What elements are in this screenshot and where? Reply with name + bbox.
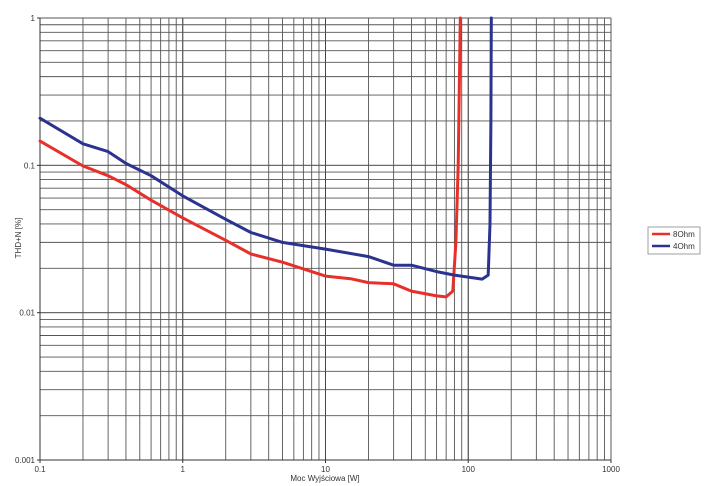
legend-label-4ohm: 4Ohm	[673, 242, 695, 251]
axes	[37, 17, 612, 463]
grid-lines	[39, 17, 612, 461]
y-tick-label: 0.001	[15, 456, 36, 465]
series-line-8ohm	[38, 16, 462, 299]
legend: 8Ohm 4Ohm	[647, 226, 701, 255]
tick-labels: 0.1 1 10 100 1000 0.001 0.01 0.1 1	[15, 14, 620, 474]
x-tick-label: 1	[181, 465, 186, 474]
data-series	[38, 16, 493, 299]
legend-label-8ohm: 8Ohm	[673, 230, 695, 239]
y-tick-label: 0.1	[24, 161, 36, 170]
y-tick-label: 0.01	[19, 309, 35, 318]
legend-box	[647, 226, 701, 255]
x-tick-label: 10	[321, 465, 330, 474]
x-axis-title: Moc Wyjściowa [W]	[290, 474, 359, 483]
x-tick-label: 100	[462, 465, 476, 474]
series-line-4ohm	[38, 16, 493, 281]
x-tick-label: 1000	[602, 465, 620, 474]
y-tick-label: 1	[31, 14, 36, 23]
y-axis-title: THD+N [%]	[14, 218, 23, 259]
x-tick-label: 0.1	[34, 465, 46, 474]
